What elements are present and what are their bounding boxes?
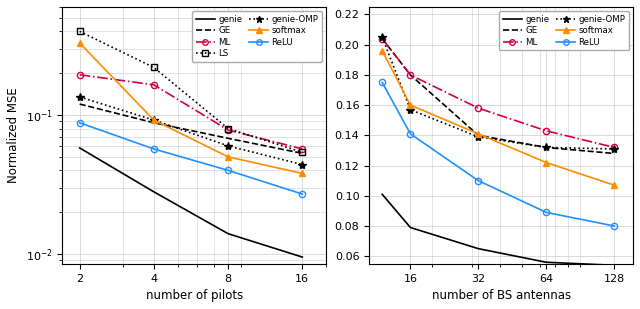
Y-axis label: Normalized MSE: Normalized MSE <box>7 87 20 183</box>
X-axis label: number of BS antennas: number of BS antennas <box>431 289 571 302</box>
Legend: genie, GE, ML, LS, genie-OMP, softmax, ReLU: genie, GE, ML, LS, genie-OMP, softmax, R… <box>193 11 322 62</box>
X-axis label: number of pilots: number of pilots <box>145 289 243 302</box>
Legend: genie, GE, ML, genie-OMP, softmax, ReLU: genie, GE, ML, genie-OMP, softmax, ReLU <box>499 11 628 50</box>
